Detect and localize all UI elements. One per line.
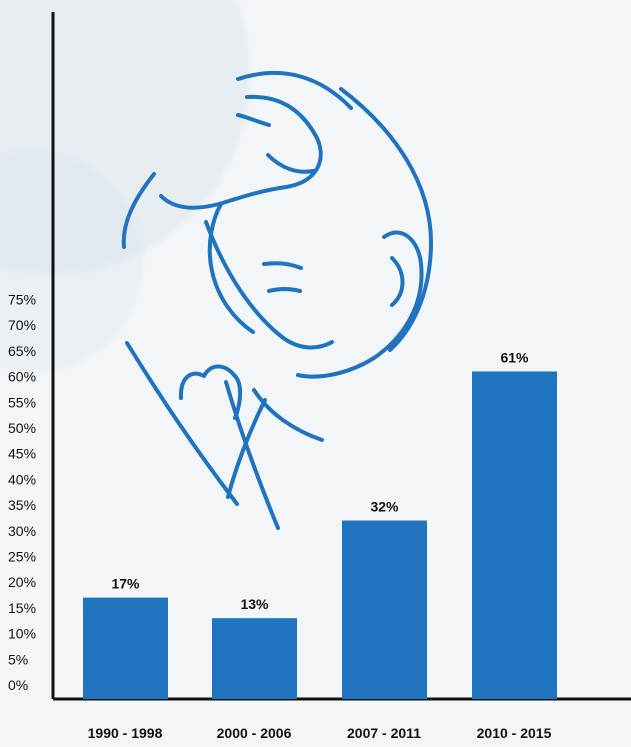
bars [83, 371, 557, 699]
x-tick-label: 1990 - 1998 [88, 725, 163, 741]
y-tick-label: 15% [8, 600, 36, 616]
mother-back-hair [339, 87, 434, 352]
baby-eye-line [262, 261, 303, 270]
bar-value-label: 32% [370, 499, 399, 515]
bar-value-label: 13% [240, 596, 269, 612]
baby-ear-line [390, 256, 405, 307]
y-tick-label: 35% [8, 497, 36, 513]
y-tick-label: 0% [8, 677, 28, 693]
y-tick-label: 20% [8, 574, 36, 590]
y-tick-label: 10% [8, 626, 36, 642]
y-tick-label: 25% [8, 549, 36, 565]
bar-value-label: 17% [111, 576, 140, 592]
y-tick-label: 55% [8, 394, 36, 410]
mother-face-outline [159, 94, 323, 210]
mother-cheek-line [207, 202, 255, 334]
y-tick-label: 5% [8, 651, 28, 667]
x-axis-labels: 1990 - 1998 2000 - 2006 2007 - 2011 2010 - … [88, 725, 552, 741]
background-illustration [121, 70, 434, 530]
bar [212, 618, 297, 699]
y-axis-ticks: 0% 5% 10% 15% 20% 25% 30% 35% 40% 45% 50% 55% 60% 65%… [8, 292, 36, 694]
value-labels: 17% 13% 32% 61% [111, 349, 529, 612]
x-tick-label: 2010 - 2015 [477, 725, 552, 741]
x-tick-label: 2000 - 2006 [217, 725, 292, 741]
bar [472, 371, 557, 699]
mother-arm-line [252, 388, 324, 442]
mother-nose-line [266, 153, 315, 174]
mother-neck-line [226, 398, 267, 499]
bar [342, 520, 427, 699]
mother-eye-line [236, 113, 271, 127]
y-tick-label: 60% [8, 369, 36, 385]
x-tick-label: 2007 - 2011 [347, 725, 421, 741]
y-tick-label: 50% [8, 420, 36, 436]
baby-cheek-line [204, 220, 334, 350]
mother-shoulder-line [121, 172, 156, 249]
y-tick-label: 70% [8, 317, 36, 333]
baby-eye-line-2 [267, 287, 302, 293]
bar-value-label: 61% [500, 349, 529, 365]
y-tick-label: 45% [8, 446, 36, 462]
y-tick-label: 65% [8, 343, 36, 359]
bar [83, 597, 168, 699]
mother-hand-line [224, 380, 280, 530]
baby-arm-line [125, 341, 239, 506]
baby-head-outline [296, 230, 424, 379]
mother-hair-curve [236, 70, 353, 110]
baby-hand [178, 364, 243, 420]
y-tick-label: 40% [8, 471, 36, 487]
y-tick-label: 30% [8, 523, 36, 539]
y-tick-label: 75% [8, 292, 36, 308]
